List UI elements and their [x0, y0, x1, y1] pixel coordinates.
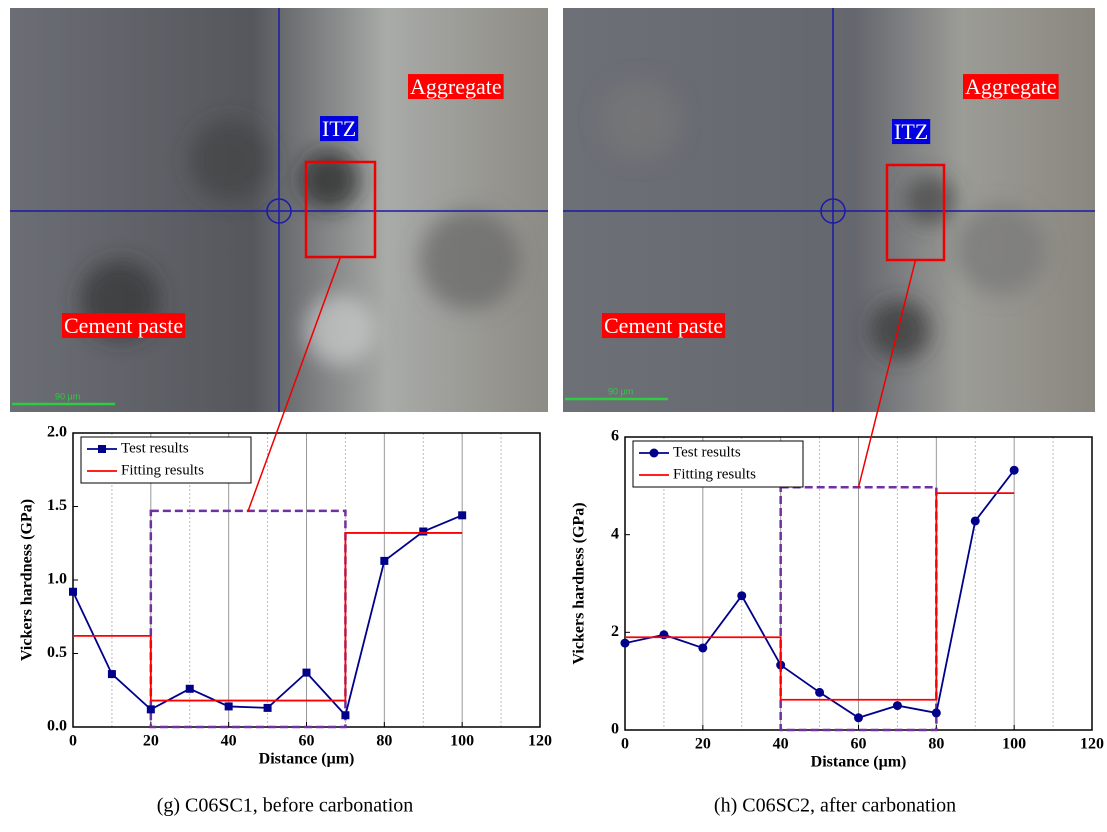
marker [303, 669, 311, 677]
marker [621, 639, 630, 648]
marker [225, 702, 233, 710]
marker [971, 516, 980, 525]
marker [698, 643, 707, 652]
marker [932, 708, 941, 717]
photo-blob [955, 205, 1045, 295]
y-tick-label: 0 [611, 721, 619, 738]
legend-label: Test results [121, 440, 189, 456]
photo-label: Aggregate [410, 74, 502, 99]
y-axis-label: Vickers hardness (GPa) [571, 502, 588, 664]
legend-marker [98, 445, 106, 453]
photo-label: ITZ [322, 116, 356, 141]
marker [893, 701, 902, 710]
y-tick-label: 1.0 [47, 571, 67, 588]
marker [108, 670, 116, 678]
marker [854, 713, 863, 722]
x-tick-label: 60 [299, 733, 315, 750]
x-tick-label: 0 [69, 733, 77, 750]
photo-blob [420, 210, 520, 310]
marker [264, 704, 272, 712]
x-tick-label: 80 [928, 736, 944, 753]
photo-label: Aggregate [965, 74, 1057, 99]
caption: (h) C06SC2, after carbonation [714, 795, 956, 817]
photo-label: ITZ [894, 119, 928, 144]
x-tick-label: 40 [773, 736, 789, 753]
legend-label: Fitting results [121, 462, 204, 478]
y-tick-label: 1.5 [47, 497, 67, 514]
x-tick-label: 20 [143, 733, 159, 750]
photo-label: Cement paste [64, 313, 183, 338]
photo-blob [300, 150, 360, 210]
legend-marker [650, 449, 659, 458]
x-tick-label: 80 [376, 733, 392, 750]
x-tick-label: 0 [621, 736, 629, 753]
marker [147, 705, 155, 713]
x-tick-label: 20 [695, 736, 711, 753]
marker [380, 557, 388, 565]
marker [419, 527, 427, 535]
y-tick-label: 2.0 [47, 424, 67, 441]
y-tick-label: 2 [611, 623, 619, 640]
scale-label: 90 μm [55, 391, 80, 401]
y-tick-label: 0.5 [47, 644, 67, 661]
photo-blob [905, 175, 955, 225]
photo-blob [190, 120, 270, 200]
y-axis-label: Vickers hardness (GPa) [19, 499, 36, 661]
series-line [625, 493, 1014, 700]
figure: AggregateITZCement paste90 μm02040608010… [0, 0, 1107, 832]
x-tick-label: 120 [1080, 736, 1104, 753]
marker [341, 711, 349, 719]
scale-label: 90 μm [608, 386, 633, 396]
x-tick-label: 100 [450, 733, 474, 750]
x-tick-label: 100 [1002, 736, 1026, 753]
legend-label: Test results [673, 444, 741, 460]
x-tick-label: 60 [851, 736, 867, 753]
marker [69, 588, 77, 596]
y-tick-label: 0.0 [47, 718, 67, 735]
photo-label: Cement paste [604, 313, 723, 338]
x-tick-label: 120 [528, 733, 552, 750]
marker [186, 685, 194, 693]
y-tick-label: 6 [611, 428, 619, 445]
photo-blob [600, 80, 680, 160]
x-axis-label: Distance (μm) [259, 751, 355, 768]
photo-blob [870, 300, 930, 360]
photo-blob [305, 295, 375, 365]
x-axis-label: Distance (μm) [811, 754, 907, 771]
legend-label: Fitting results [673, 466, 756, 482]
marker [458, 511, 466, 519]
marker [737, 591, 746, 600]
caption: (g) C06SC1, before carbonation [157, 795, 414, 817]
y-tick-label: 4 [611, 525, 619, 542]
x-tick-label: 40 [221, 733, 237, 750]
marker [815, 688, 824, 697]
marker [1010, 466, 1019, 475]
